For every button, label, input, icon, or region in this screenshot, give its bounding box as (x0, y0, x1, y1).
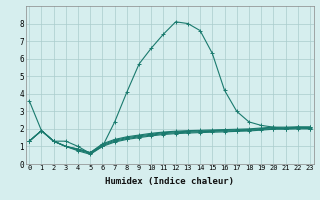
X-axis label: Humidex (Indice chaleur): Humidex (Indice chaleur) (105, 177, 234, 186)
